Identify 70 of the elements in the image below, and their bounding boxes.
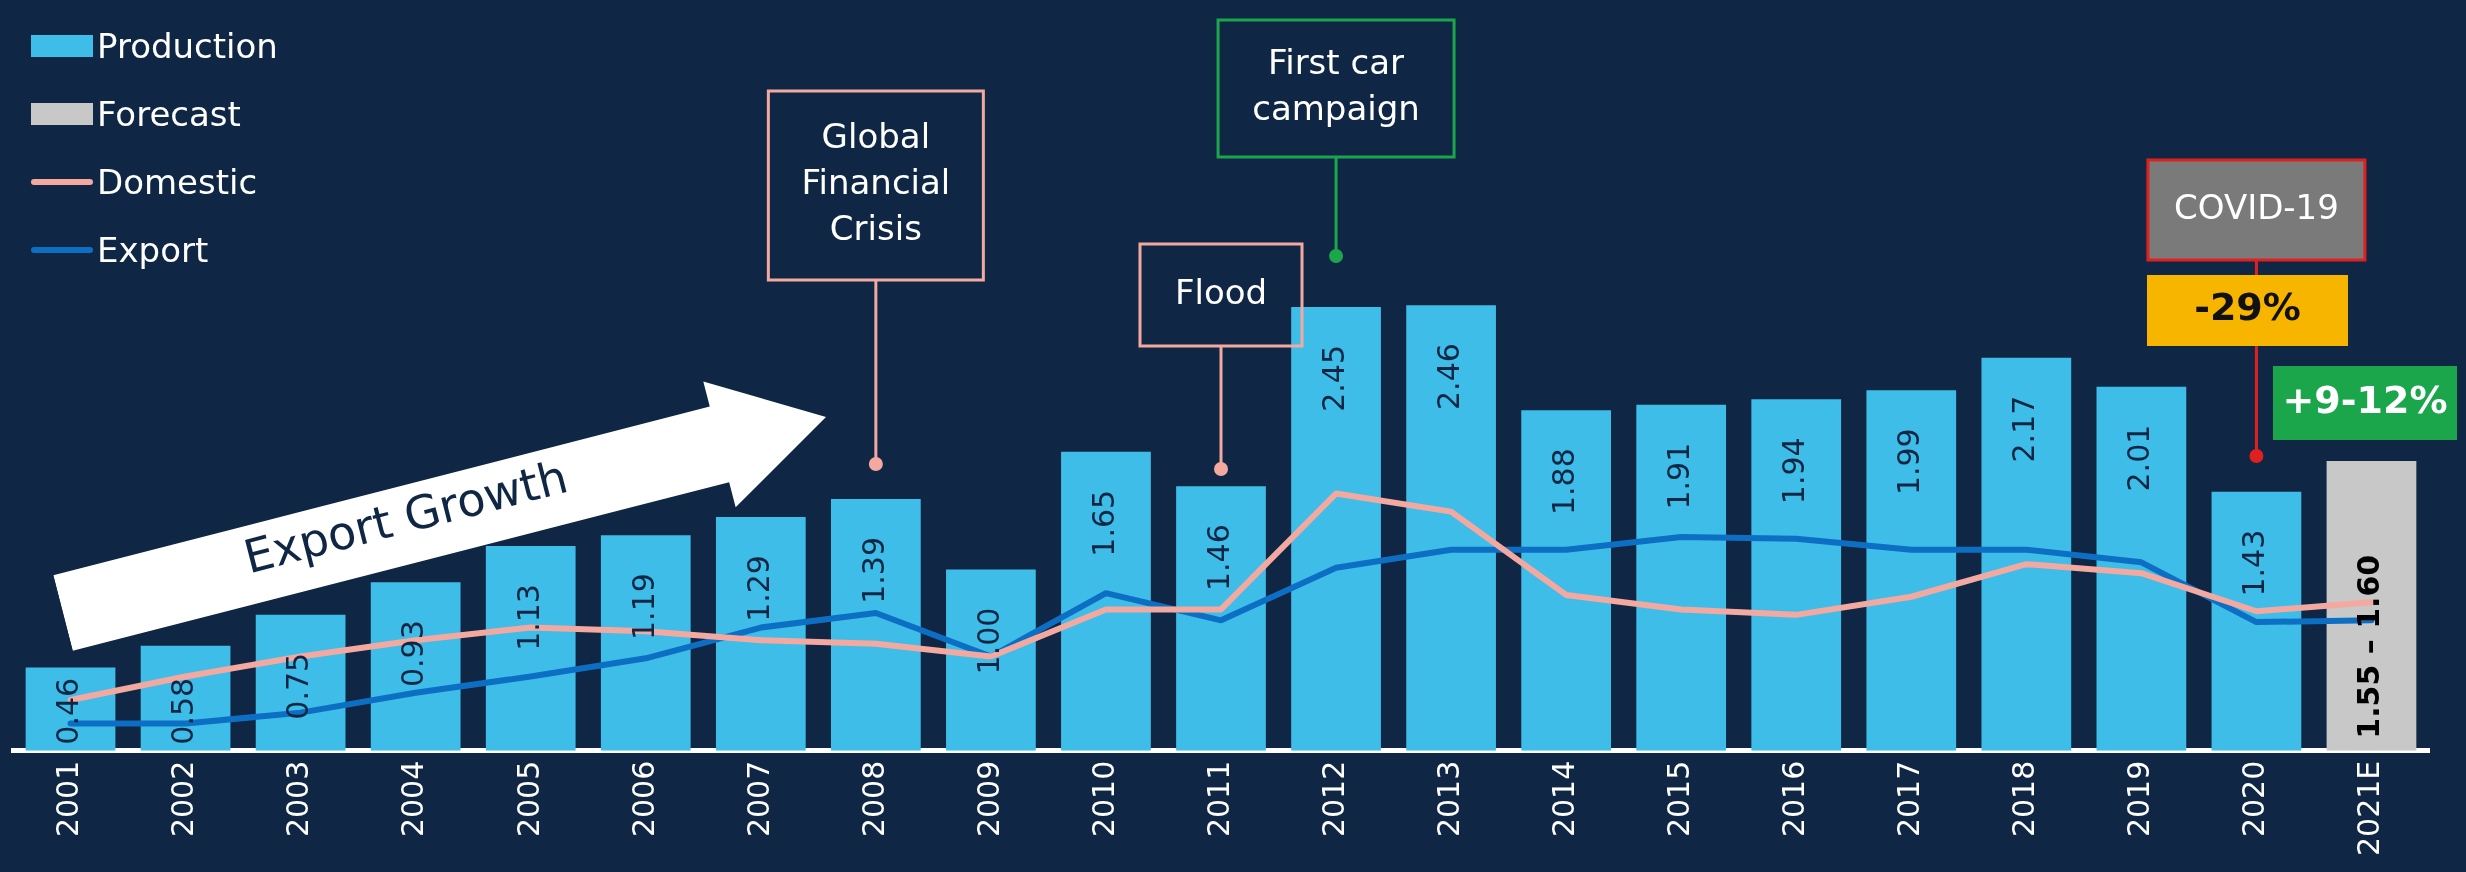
bar xyxy=(1406,305,1496,751)
legend-label: Forecast xyxy=(97,94,241,134)
data-label: 2.17 xyxy=(2006,395,2042,463)
bar xyxy=(1061,451,1151,751)
x-tick-label: 2012 xyxy=(1315,760,1351,838)
bar xyxy=(1176,486,1266,751)
x-tick-label: 2017 xyxy=(1891,760,1927,838)
text: First car campaign xyxy=(1252,42,1420,129)
data-label: 1.99 xyxy=(1891,428,1927,496)
x-tick-label: 2015 xyxy=(1660,760,1696,838)
x-tick-label: 2011 xyxy=(1200,760,1236,838)
x-tick-label: 2014 xyxy=(1545,760,1581,838)
bar xyxy=(1981,357,2072,751)
annotation: Export Growth xyxy=(238,449,574,585)
bar xyxy=(1866,390,1957,751)
x-tick-label: 2010 xyxy=(1085,760,1121,838)
x-tick-label: 2002 xyxy=(165,760,201,838)
data-label: 0.58 xyxy=(165,677,201,745)
bar xyxy=(1291,306,1381,751)
data-label: 1.46 xyxy=(1200,524,1236,592)
bar xyxy=(600,535,691,751)
x-tick-label: 2001 xyxy=(50,760,86,838)
bar xyxy=(2211,491,2302,751)
annotation: 1.55 – 1.60 xyxy=(2351,554,2387,739)
bar xyxy=(830,498,921,751)
data-label: 2.46 xyxy=(1430,343,1466,410)
bar xyxy=(946,569,1036,751)
text: Global Financial Crisis xyxy=(801,116,951,249)
x-tick-label: 2021E xyxy=(2351,760,2387,857)
x-tick-label: 2007 xyxy=(740,760,776,838)
data-label: 1.29 xyxy=(740,555,776,622)
x-tick-label: 2004 xyxy=(395,760,431,838)
x-tick-label: 2006 xyxy=(625,760,661,838)
bar xyxy=(1751,399,1842,751)
x-tick-label: 2003 xyxy=(280,760,316,838)
x-tick-label: 2013 xyxy=(1430,760,1466,838)
data-label: 1.13 xyxy=(510,584,546,651)
bar xyxy=(2096,386,2187,751)
data-label: 1.65 xyxy=(1085,489,1121,557)
legend-label: Production xyxy=(97,26,278,66)
data-label: 1.39 xyxy=(855,536,891,604)
legend-label: Export xyxy=(97,230,209,270)
data-label: 1.00 xyxy=(970,607,1006,675)
data-label: 1.91 xyxy=(1660,442,1696,510)
annotation: +9-12% xyxy=(2282,377,2448,422)
x-tick-label: 2008 xyxy=(855,760,891,838)
x-tick-label: 2019 xyxy=(2121,760,2157,838)
data-label: 2.01 xyxy=(2121,424,2157,492)
x-tick-label: 2016 xyxy=(1776,760,1812,838)
data-label: 1.88 xyxy=(1545,448,1581,516)
bar xyxy=(715,517,806,751)
annotation: Flood xyxy=(1174,271,1268,312)
x-tick-label: 2009 xyxy=(970,760,1006,838)
data-label: 1.94 xyxy=(1776,437,1812,505)
data-label: 0.93 xyxy=(395,620,431,688)
data-label: 1.43 xyxy=(2236,529,2272,597)
data-label: 2.45 xyxy=(1315,344,1351,412)
bar xyxy=(1521,410,1612,751)
x-tick-label: 2020 xyxy=(2236,760,2272,838)
data-label: 0.75 xyxy=(280,652,316,720)
data-label: 1.19 xyxy=(625,573,661,640)
x-tick-label: 2018 xyxy=(2006,760,2042,838)
data-label: 0.46 xyxy=(50,677,86,745)
bar xyxy=(2326,460,2417,751)
x-tick-label: 2005 xyxy=(510,760,546,838)
legend-label: Domestic xyxy=(97,162,258,202)
bar xyxy=(1636,404,1727,751)
bar xyxy=(485,546,576,751)
annotation: -29% xyxy=(2194,285,2301,330)
text: COVID-19 xyxy=(2173,186,2339,227)
